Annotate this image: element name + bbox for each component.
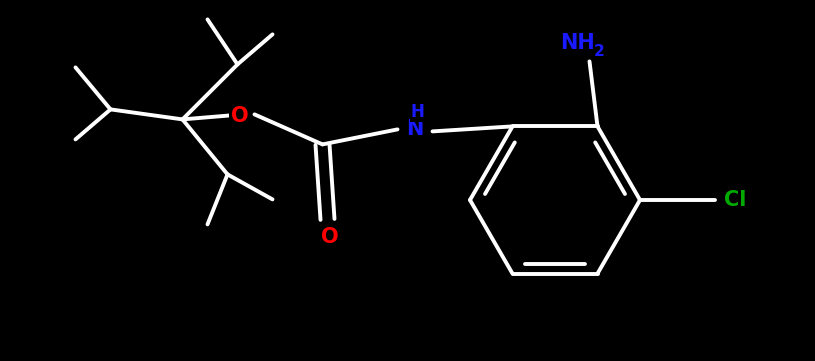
Text: N: N [406, 119, 423, 139]
Text: Cl: Cl [724, 190, 747, 210]
Text: O: O [231, 106, 249, 126]
Text: NH: NH [560, 33, 595, 53]
Text: H: H [411, 103, 425, 121]
Text: O: O [320, 227, 338, 247]
Text: 2: 2 [594, 44, 605, 59]
